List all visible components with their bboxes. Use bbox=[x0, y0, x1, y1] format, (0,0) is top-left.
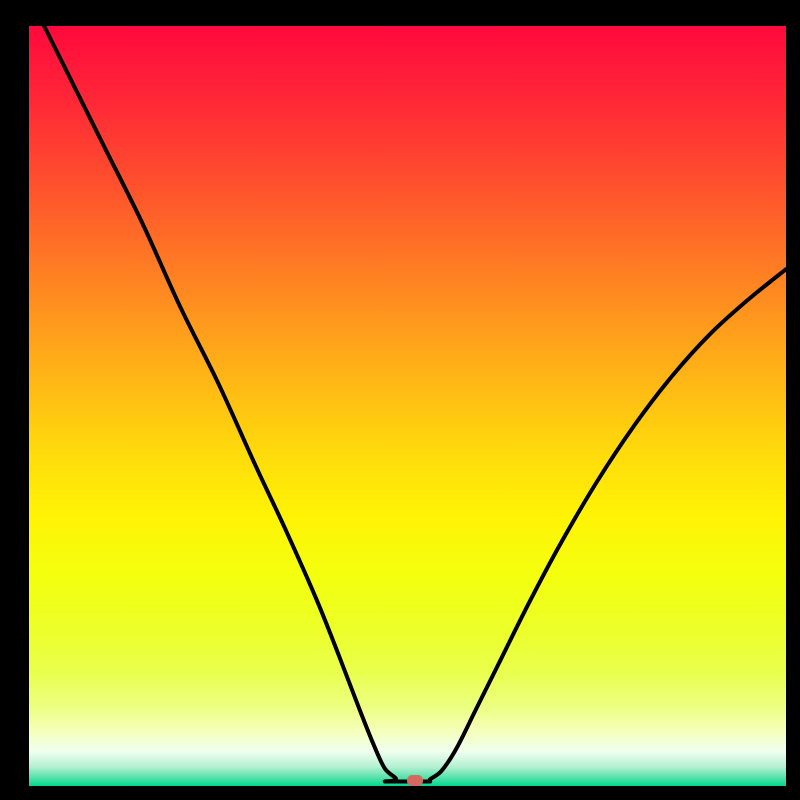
chart-frame: TheBottleneck.com bbox=[0, 0, 800, 800]
optimum-marker bbox=[407, 775, 423, 786]
bottleneck-chart-svg bbox=[0, 0, 800, 800]
plot-background bbox=[29, 26, 786, 786]
